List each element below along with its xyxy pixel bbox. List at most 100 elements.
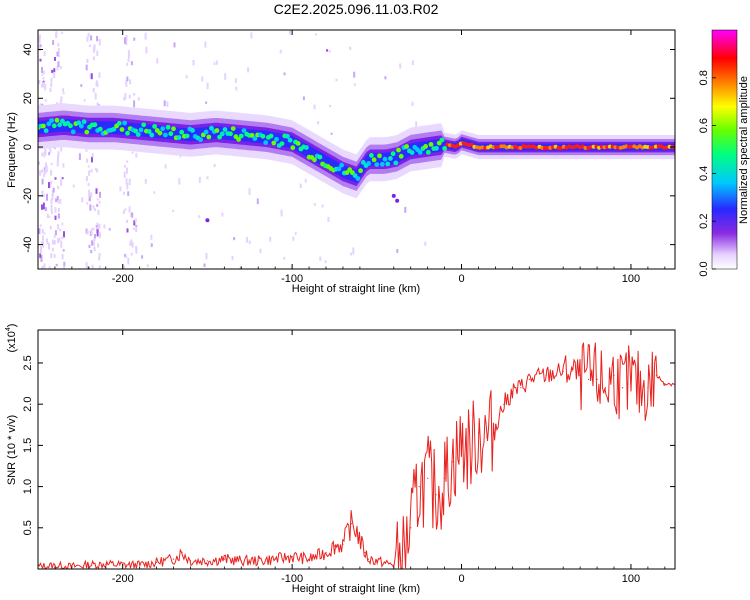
- spectrogram-ridge-point: [81, 119, 87, 125]
- spectrogram-speckle: [93, 208, 96, 212]
- spectrogram-speckle: [55, 198, 58, 202]
- spectrogram-speckle: [250, 32, 253, 39]
- spectrogram-ridge-point: [404, 144, 409, 149]
- spectrogram-ridge-point: [160, 126, 166, 132]
- spectrogram-speckle: [44, 99, 47, 102]
- spectrogram-speckle: [42, 82, 45, 88]
- spectrogram-speckle: [215, 60, 218, 65]
- spectrogram-speckle: [42, 202, 45, 210]
- spectrogram-speckle: [87, 32, 90, 37]
- spectrogram-speckle: [87, 165, 90, 168]
- snr-data-point: [562, 370, 564, 372]
- spectrogram-speckle: [166, 101, 169, 107]
- spectrogram-speckle: [78, 153, 81, 161]
- snr-data-point: [664, 383, 666, 385]
- spectrogram-speckle: [46, 242, 49, 245]
- spectrogram-ridge-point: [209, 125, 214, 131]
- spectrogram-speckle: [86, 158, 89, 163]
- spectrogram-speckle: [353, 83, 356, 86]
- spectrogram-y-tick-label: 0: [22, 144, 34, 150]
- spectrogram-speckle: [156, 58, 159, 64]
- spectrogram-speckle: [49, 225, 52, 230]
- spectrogram-speckle: [53, 240, 56, 245]
- spectrogram-speckle: [125, 255, 128, 258]
- spectrogram-speckle: [61, 253, 64, 260]
- spectrogram-speckle: [133, 100, 136, 108]
- snr-data-point: [325, 551, 327, 554]
- snr-data-point: [393, 564, 395, 566]
- spectrogram-speckle: [283, 72, 286, 76]
- spectrogram-speckle: [93, 44, 96, 51]
- spectrogram-outlier-point: [205, 218, 210, 223]
- snr-data-point: [477, 432, 480, 434]
- spectrogram-speckle: [164, 164, 167, 169]
- spectrogram-ridge-point: [290, 145, 296, 151]
- spectrogram-speckle: [205, 252, 208, 260]
- spectrogram-speckle: [123, 267, 126, 269]
- spectrogram-ridge-point: [141, 122, 147, 128]
- spectrogram-speckle: [130, 212, 133, 217]
- spectrogram-ridge-point: [274, 136, 279, 142]
- spectrogram-speckle: [61, 222, 64, 226]
- spectrogram-speckle: [51, 211, 53, 215]
- snr-x-tick-label: -100: [281, 573, 303, 585]
- spectrogram-speckle: [89, 204, 92, 211]
- spectrogram-ridge-point: [388, 156, 393, 161]
- spectrogram-ridge-point: [260, 133, 266, 139]
- spectrogram-speckle: [53, 254, 56, 258]
- spectrogram-speckle: [126, 219, 128, 223]
- spectrogram-speckle: [206, 82, 209, 90]
- spectrogram-speckle: [324, 260, 327, 263]
- spectrogram-ridge-point: [285, 133, 290, 139]
- spectrogram-speckle: [46, 193, 48, 201]
- spectrogram-speckle: [123, 97, 126, 101]
- snr-data-point: [655, 374, 658, 376]
- spectrogram-speckle: [317, 121, 320, 125]
- snr-data-point: [350, 523, 352, 525]
- spectrogram-speckle: [146, 264, 149, 267]
- spectrogram-ridge-point: [70, 129, 76, 135]
- spectrogram-speckle: [96, 50, 99, 57]
- spectrogram-speckle: [239, 266, 242, 269]
- spectrogram-speckle: [95, 225, 98, 228]
- spectrogram-speckle: [44, 207, 47, 212]
- spectrogram-ridge-point: [214, 128, 220, 133]
- spectrogram-speckle: [57, 200, 60, 204]
- spectrogram-speckle: [404, 206, 407, 213]
- spectrogram-ridge-point: [252, 136, 258, 142]
- spectrogram-speckle: [96, 168, 99, 173]
- snr-data-point: [613, 374, 615, 376]
- spectrogram-ridge-point: [163, 132, 168, 138]
- snr-data-point: [571, 370, 573, 372]
- spectrogram-speckle: [43, 263, 46, 269]
- colorbar-tick-label: 0.6: [698, 118, 710, 133]
- snr-data-point: [545, 374, 547, 376]
- spectrogram-ridge-point: [369, 153, 374, 158]
- spectrogram-speckle: [57, 224, 60, 230]
- spectrogram-speckle: [52, 239, 55, 245]
- spectrogram-ridge-point: [556, 145, 561, 150]
- spectrogram-ridge-point: [68, 123, 73, 129]
- spectrogram-speckle: [91, 264, 94, 269]
- spectrogram-speckle: [415, 121, 418, 127]
- spectrogram-speckle: [198, 215, 201, 219]
- colorbar-tick-label: 0.4: [698, 166, 710, 181]
- spectrogram-speckle: [86, 36, 89, 42]
- spectrogram-speckle: [131, 151, 134, 154]
- snr-data-point: [367, 558, 369, 560]
- spectrogram-ridge-point: [41, 123, 46, 129]
- spectrogram-speckle: [93, 248, 96, 252]
- spectrogram-speckle: [97, 243, 100, 248]
- snr-x-axis-label: Height of straight line (km): [292, 583, 420, 595]
- spectrogram-speckle: [206, 176, 209, 180]
- spectrogram-speckle: [203, 263, 206, 267]
- spectrogram-speckle: [321, 204, 324, 208]
- spectrogram-speckle: [41, 169, 43, 173]
- spectrogram-speckle: [88, 194, 91, 202]
- spectrogram-speckle: [141, 255, 144, 259]
- spectrogram-ridge-point: [366, 161, 372, 166]
- spectrogram-ridge-point: [428, 142, 434, 147]
- spectrogram-ridge-point: [125, 130, 130, 136]
- spectrogram-speckle: [304, 178, 307, 183]
